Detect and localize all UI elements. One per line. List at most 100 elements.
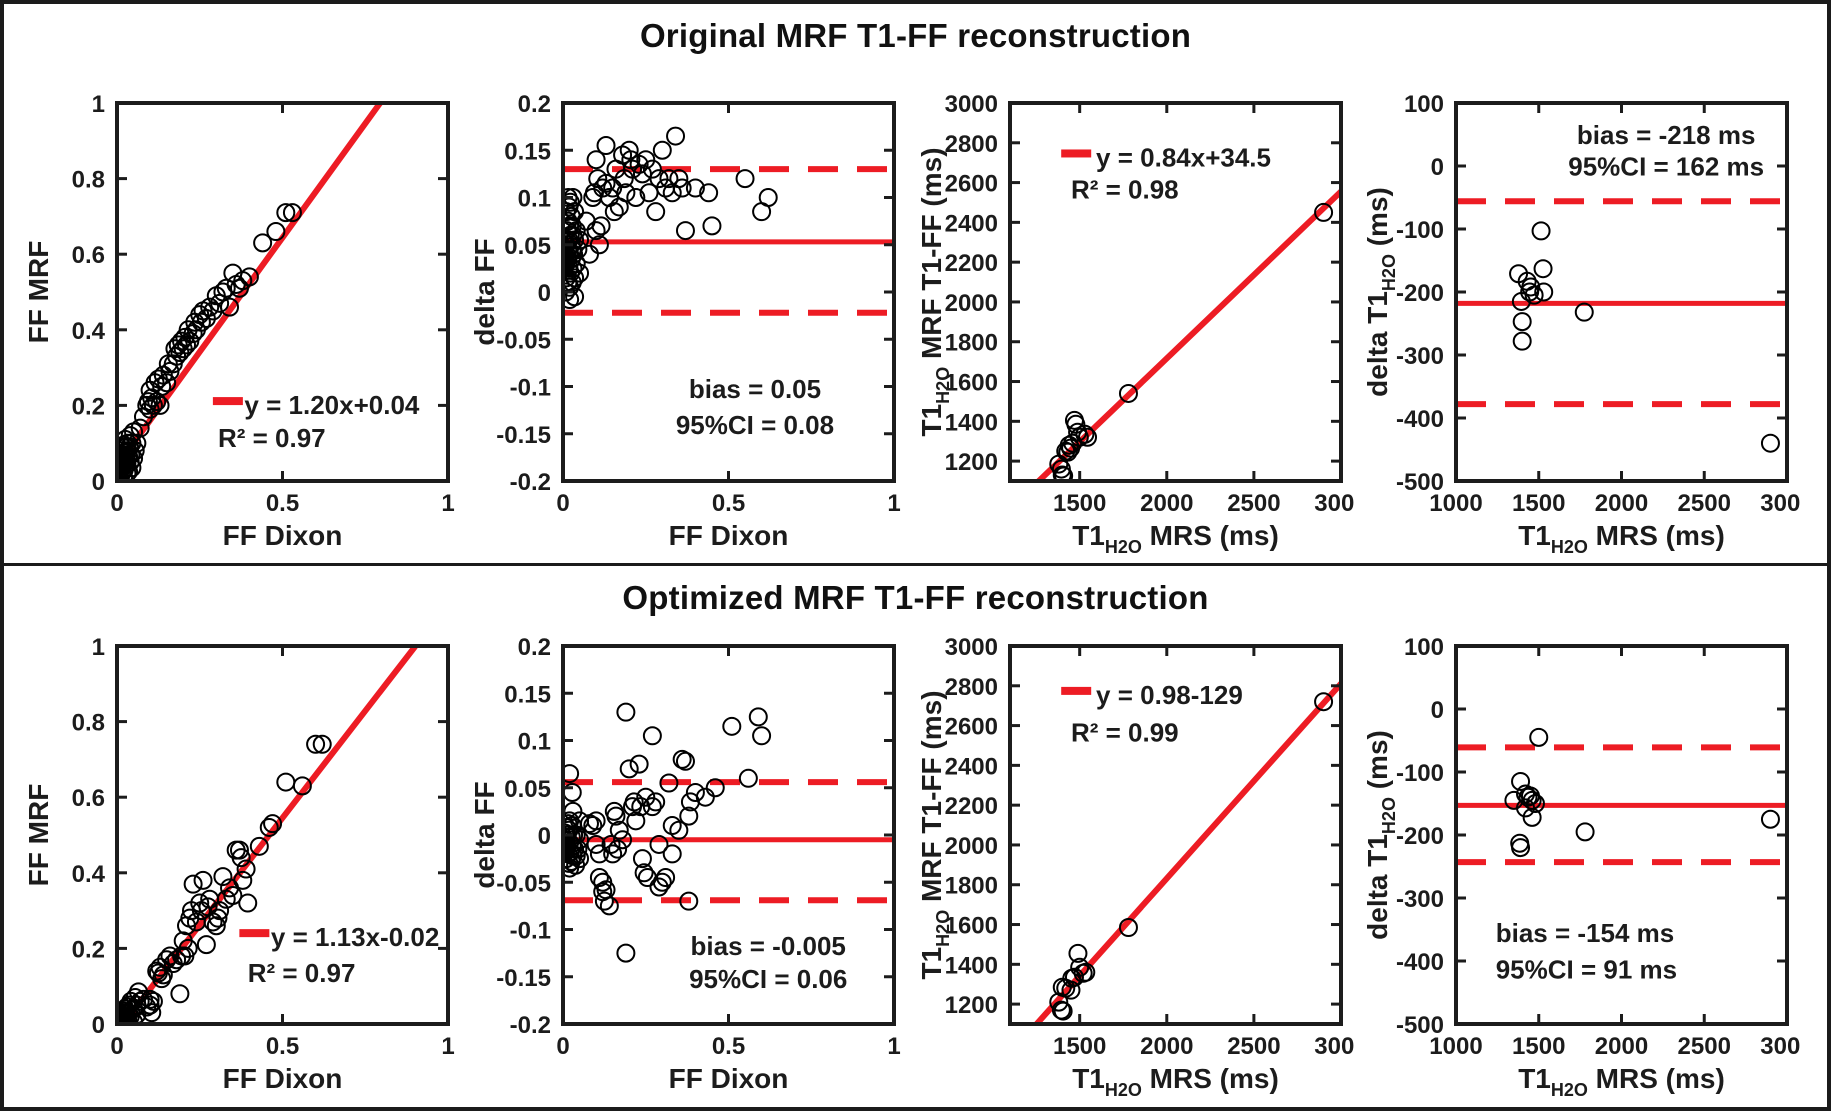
- svg-text:R² = 0.97: R² = 0.97: [248, 958, 356, 988]
- svg-text:-0.05: -0.05: [497, 327, 552, 354]
- svg-text:2000: 2000: [1140, 490, 1193, 517]
- svg-text:95%CI = 0.08: 95%CI = 0.08: [676, 410, 834, 440]
- svg-text:1: 1: [92, 634, 105, 661]
- optimized-t1-scatter-svg: 1500 2000 2500 3000 1200 1400 1600 1800 2000 2200…: [916, 634, 1355, 1100]
- optimized-ff-scatter-svg: 0 0.5 1 0 0.2 0.4 0.6 0.8 1 FF Dixon FF MRF y = 1.1…: [23, 634, 455, 1094]
- svg-text:1500: 1500: [1512, 490, 1565, 517]
- svg-text:bias = 0.05: bias = 0.05: [689, 374, 821, 404]
- svg-text:2000: 2000: [1140, 1033, 1193, 1060]
- svg-text:2800: 2800: [944, 131, 997, 158]
- svg-text:bias = -218 ms: bias = -218 ms: [1577, 120, 1756, 150]
- original-t1-scatter-svg: 1500 2000 2500 3000 1200 1400 1600 1800 2000 2200…: [916, 91, 1355, 557]
- svg-text:0.4: 0.4: [72, 318, 106, 345]
- svg-text:0.2: 0.2: [518, 634, 551, 661]
- svg-text:FF MRF: FF MRF: [23, 241, 54, 344]
- svg-text:1: 1: [888, 1033, 901, 1060]
- panel-original-ff-scatter: 0 0.5 1 0 0.2 0.4 0.6 0.8 1 FF Dixon FF MRF y = 1.2…: [22, 89, 462, 559]
- svg-text:delta T1H2O (ms): delta T1H2O (ms): [1362, 730, 1399, 940]
- svg-text:-200: -200: [1396, 823, 1444, 850]
- svg-text:0.4: 0.4: [72, 861, 106, 888]
- svg-text:1: 1: [441, 1033, 454, 1060]
- panel-optimized-ff-bland-altman: 0 0.5 1 -0.2 -0.15 -0.1 -0.05 0 0.05 0.1 0.15 0.2 FF…: [468, 632, 908, 1102]
- svg-text:2500: 2500: [1227, 490, 1280, 517]
- svg-text:-300: -300: [1396, 886, 1444, 913]
- svg-text:-500: -500: [1396, 1012, 1444, 1039]
- svg-text:2600: 2600: [944, 171, 997, 198]
- svg-text:3000: 3000: [1760, 1033, 1801, 1060]
- svg-text:2200: 2200: [944, 250, 997, 277]
- svg-text:2000: 2000: [1595, 1033, 1648, 1060]
- svg-text:-300: -300: [1396, 343, 1444, 370]
- svg-text:0.2: 0.2: [72, 936, 105, 963]
- svg-text:0: 0: [110, 1033, 123, 1060]
- svg-text:95%CI = 91 ms: 95%CI = 91 ms: [1496, 955, 1677, 985]
- svg-text:2600: 2600: [944, 714, 997, 741]
- svg-text:2500: 2500: [1678, 490, 1731, 517]
- svg-text:0: 0: [538, 280, 551, 307]
- svg-text:T1H2O MRS (ms): T1H2O MRS (ms): [1518, 520, 1725, 557]
- svg-text:1200: 1200: [944, 992, 997, 1019]
- svg-text:1600: 1600: [944, 370, 997, 397]
- svg-text:T1H2O MRF T1-FF (ms): T1H2O MRF T1-FF (ms): [916, 147, 953, 436]
- svg-text:0.15: 0.15: [505, 138, 552, 165]
- svg-text:1500: 1500: [1053, 1033, 1106, 1060]
- svg-text:1400: 1400: [944, 952, 997, 979]
- svg-text:FF Dixon: FF Dixon: [223, 520, 343, 551]
- svg-text:2500: 2500: [1227, 1033, 1280, 1060]
- svg-text:3000: 3000: [944, 634, 997, 661]
- section-optimized-title: Optimized MRF T1-FF reconstruction: [622, 579, 1209, 616]
- panel-optimized-ff-scatter: 0 0.5 1 0 0.2 0.4 0.6 0.8 1 FF Dixon FF MRF y = 1.1…: [22, 632, 462, 1102]
- svg-text:-200: -200: [1396, 280, 1444, 307]
- optimized-panels-row: 0 0.5 1 0 0.2 0.4 0.6 0.8 1 FF Dixon FF MRF y = 1.1…: [4, 616, 1827, 1106]
- svg-text:0.5: 0.5: [712, 490, 745, 517]
- svg-text:1: 1: [441, 490, 454, 517]
- optimized-ff-bland-altman-svg: 0 0.5 1 -0.2 -0.15 -0.1 -0.05 0 0.05 0.1 0.15 0.2 FF…: [469, 634, 901, 1094]
- svg-text:1500: 1500: [1053, 490, 1106, 517]
- svg-text:3000: 3000: [944, 91, 997, 118]
- section-optimized: Optimized MRF T1-FF reconstruction 0 0.5 1…: [4, 566, 1827, 1106]
- svg-text:0.5: 0.5: [712, 1033, 745, 1060]
- panel-optimized-t1-scatter: 1500 2000 2500 3000 1200 1400 1600 1800 2000 2200…: [915, 632, 1355, 1102]
- svg-text:-400: -400: [1396, 949, 1444, 976]
- svg-text:0: 0: [110, 490, 123, 517]
- svg-text:2000: 2000: [944, 290, 997, 317]
- svg-text:0.6: 0.6: [72, 242, 105, 269]
- svg-text:100: 100: [1404, 91, 1444, 118]
- svg-text:0: 0: [92, 469, 105, 496]
- svg-text:delta FF: delta FF: [469, 238, 500, 345]
- svg-text:bias = -154 ms: bias = -154 ms: [1496, 918, 1675, 948]
- svg-text:FF Dixon: FF Dixon: [669, 520, 789, 551]
- original-t1-bland-altman-svg: 10001500200025003000-500-400-300-200-100…: [1362, 91, 1801, 557]
- svg-text:1000: 1000: [1429, 1033, 1482, 1060]
- svg-text:FF Dixon: FF Dixon: [669, 1063, 789, 1094]
- panel-original-ff-bland-altman: 0 0.5 1 -0.2 -0.15 -0.1 -0.05 0 0.05 0.1 0.15 0.2 FF…: [468, 89, 908, 559]
- svg-text:delta T1H2O (ms): delta T1H2O (ms): [1362, 187, 1399, 397]
- svg-text:-500: -500: [1396, 469, 1444, 496]
- svg-text:0.5: 0.5: [266, 1033, 299, 1060]
- svg-text:-400: -400: [1396, 406, 1444, 433]
- svg-text:1200: 1200: [944, 449, 997, 476]
- original-ff-scatter-svg: 0 0.5 1 0 0.2 0.4 0.6 0.8 1 FF Dixon FF MRF y = 1.2…: [23, 91, 455, 551]
- svg-text:-0.15: -0.15: [497, 422, 552, 449]
- svg-text:0: 0: [557, 490, 570, 517]
- svg-text:0.05: 0.05: [505, 233, 552, 260]
- svg-text:1000: 1000: [1429, 490, 1482, 517]
- svg-text:FF Dixon: FF Dixon: [223, 1063, 343, 1094]
- svg-text:FF MRF: FF MRF: [23, 784, 54, 887]
- svg-text:0.1: 0.1: [518, 729, 551, 756]
- svg-text:1: 1: [888, 490, 901, 517]
- svg-text:2000: 2000: [1595, 490, 1648, 517]
- svg-text:0: 0: [92, 1012, 105, 1039]
- svg-text:R² = 0.98: R² = 0.98: [1071, 174, 1179, 204]
- svg-text:R² = 0.97: R² = 0.97: [218, 423, 326, 453]
- svg-text:3000: 3000: [1314, 490, 1355, 517]
- svg-text:0.2: 0.2: [518, 91, 551, 118]
- svg-text:1800: 1800: [944, 330, 997, 357]
- svg-text:0.6: 0.6: [72, 785, 105, 812]
- svg-text:y = 1.20x+0.04: y = 1.20x+0.04: [244, 390, 419, 420]
- original-panels-row: 0 0.5 1 0 0.2 0.4 0.6 0.8 1 FF Dixon FF MRF y = 1.2…: [4, 54, 1827, 563]
- svg-text:y = 0.84x+34.5: y = 0.84x+34.5: [1096, 142, 1271, 172]
- section-divider: [4, 563, 1827, 566]
- optimized-t1-bland-altman-svg: 10001500200025003000-500-400-300-200-100…: [1362, 634, 1801, 1100]
